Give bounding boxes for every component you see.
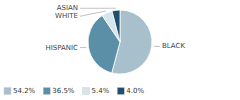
leader-line (154, 46, 160, 47)
slice-label: WHITE (55, 12, 78, 20)
leader-line (80, 11, 106, 16)
leader-line (80, 8, 116, 9)
legend-swatch (43, 88, 50, 95)
legend-swatch (83, 88, 90, 95)
legend-label: 4.0% (126, 87, 144, 95)
slice-label: HISPANIC (45, 44, 78, 52)
chart: ASIANWHITE HISPANIC BLACK 54.2% 36.5% 5.4% 4.0… (0, 0, 240, 100)
legend-swatch (117, 88, 124, 95)
legend-label: 5.4% (92, 87, 110, 95)
slice-label: ASIAN (57, 4, 78, 12)
pie-slice (112, 10, 120, 42)
leader-line (80, 47, 86, 48)
labels: ASIANWHITE HISPANIC BLACK (45, 4, 185, 51)
legend-swatch (4, 88, 11, 95)
legend: 54.2% 36.5% 5.4% 4.0% (4, 87, 144, 95)
legend-label: 54.2% (13, 87, 36, 95)
legend-label: 36.5% (52, 87, 75, 95)
pie (88, 10, 152, 74)
slice-label: BLACK (162, 42, 185, 50)
